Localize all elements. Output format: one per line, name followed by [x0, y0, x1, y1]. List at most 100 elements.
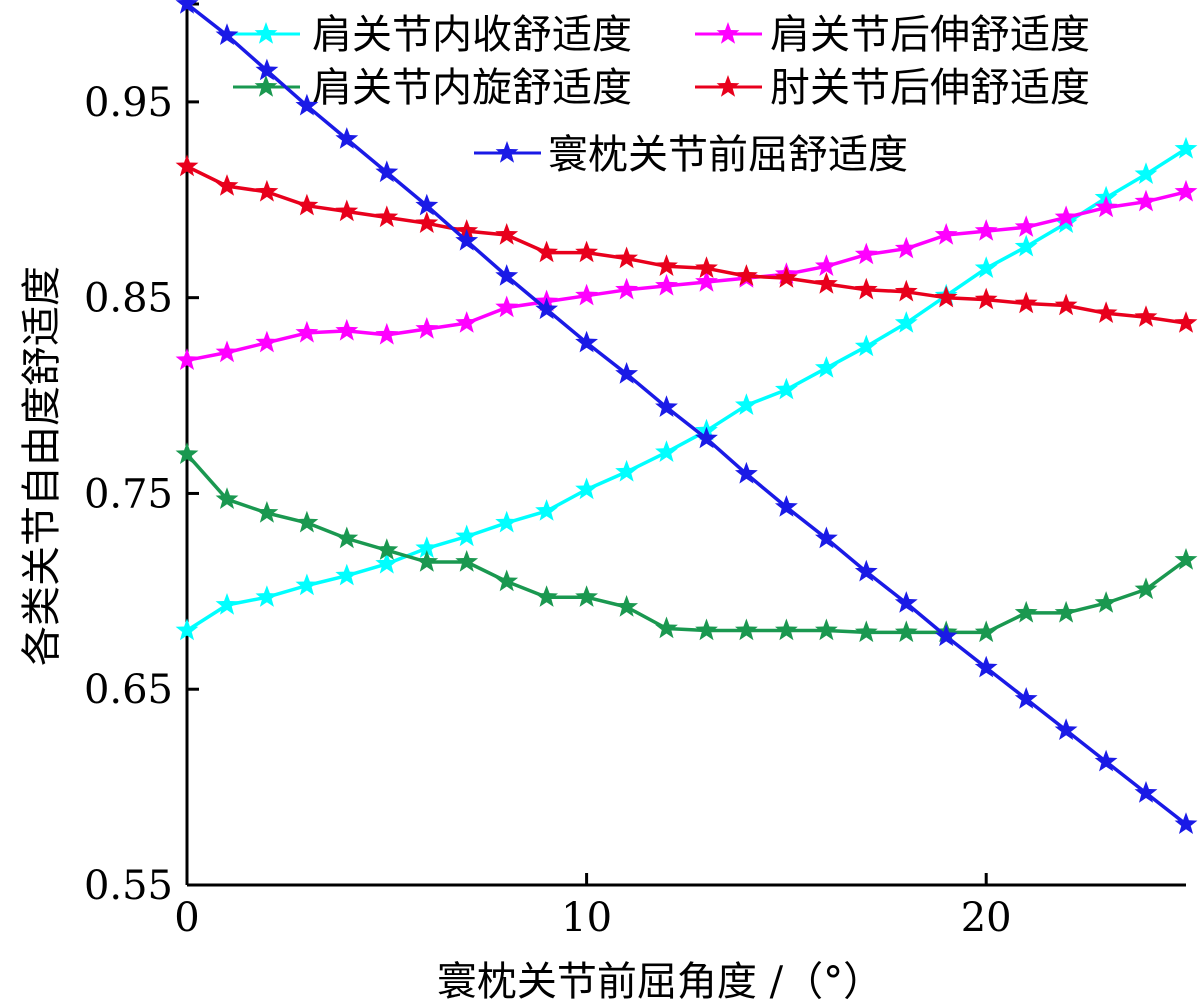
- x-tick-label: 0: [174, 895, 199, 941]
- legend-label-0: 肩关节内收舒适度: [312, 12, 632, 58]
- data-point: [375, 551, 399, 574]
- data-point: [774, 495, 798, 517]
- data-point: [894, 311, 918, 333]
- data-point: [375, 322, 399, 345]
- data-point: [455, 228, 479, 251]
- x-axis-title: 寰枕关节前屈角度 /（°）: [437, 959, 883, 1005]
- data-point: [974, 655, 998, 678]
- legend-label-4: 寰枕关节前屈舒适度: [548, 132, 908, 178]
- data-point: [655, 616, 678, 639]
- data-point: [335, 563, 359, 586]
- data-point: [255, 58, 279, 81]
- data-point: [255, 501, 279, 523]
- data-point: [695, 256, 718, 279]
- x-tick-label: 20: [961, 895, 1012, 941]
- data-point: [974, 219, 998, 241]
- data-point: [1014, 215, 1038, 237]
- data-point: [974, 287, 998, 310]
- data-point: [1134, 305, 1158, 327]
- data-point: [335, 526, 359, 549]
- y-ticks: 0.55 0.65 0.75 0.85 0.95: [84, 80, 199, 909]
- data-point: [535, 240, 559, 263]
- data-point: [415, 193, 439, 216]
- series-line: [185, 453, 1188, 635]
- data-point: [734, 461, 758, 484]
- data-point: [615, 246, 639, 269]
- data-point: [1054, 205, 1078, 228]
- data-point: [655, 440, 678, 463]
- data-point: [415, 536, 439, 559]
- data-point: [774, 377, 798, 400]
- data-point: [1094, 749, 1118, 772]
- y-tick-label: 0.65: [84, 667, 173, 713]
- series-2: [175, 442, 1198, 643]
- data-point: [854, 242, 878, 265]
- data-point: [175, 348, 199, 371]
- data-point: [734, 264, 758, 286]
- data-point: [814, 618, 838, 641]
- data-point: [455, 311, 479, 333]
- data-point: [255, 585, 279, 607]
- data-point: [415, 211, 439, 234]
- data-point: [495, 510, 519, 533]
- data-point: [1134, 577, 1158, 600]
- data-point: [455, 550, 479, 572]
- data-point: [1134, 189, 1158, 212]
- legend-entry-1: 肩关节后伸舒适度: [695, 12, 1090, 58]
- data-point: [215, 23, 239, 46]
- data-point: [175, 442, 199, 465]
- data-point: [894, 591, 918, 613]
- data-point: [375, 205, 399, 228]
- data-point: [215, 487, 239, 510]
- legend-marker: [254, 75, 278, 97]
- data-point: [814, 272, 838, 294]
- data-point: [335, 127, 359, 149]
- data-point: [655, 395, 678, 418]
- legend-marker: [716, 75, 740, 97]
- y-tick-label: 0.95: [84, 80, 173, 126]
- data-point: [974, 256, 998, 279]
- series-4: [175, 0, 1198, 835]
- legend-entry-4: 寰枕关节前屈舒适度: [474, 132, 908, 178]
- data-point: [575, 240, 599, 263]
- data-point: [814, 356, 838, 378]
- data-point: [215, 174, 239, 196]
- legend-marker: [716, 22, 740, 44]
- data-point: [974, 620, 998, 643]
- data-point: [695, 426, 718, 449]
- data-point: [894, 620, 918, 643]
- data-point: [695, 618, 718, 641]
- data-point: [934, 223, 958, 245]
- data-point: [575, 585, 599, 607]
- data-point: [535, 585, 559, 607]
- data-point: [1054, 718, 1078, 741]
- data-point: [1054, 293, 1078, 316]
- data-point: [615, 362, 639, 384]
- data-point: [415, 317, 439, 339]
- series-line: [185, 2, 1188, 826]
- legend-entry-3: 肘关节后伸舒适度: [695, 65, 1090, 111]
- data-point: [175, 618, 199, 641]
- data-point: [814, 254, 838, 277]
- data-point: [814, 526, 838, 549]
- data-point: [854, 620, 878, 643]
- data-point: [615, 459, 639, 482]
- data-point: [1094, 301, 1118, 324]
- data-point: [1054, 600, 1078, 623]
- data-point: [535, 297, 559, 320]
- x-ticks: 0 10 20: [174, 873, 1012, 941]
- x-tick-label: 10: [561, 895, 612, 941]
- data-point: [575, 283, 599, 306]
- data-point: [1014, 600, 1038, 623]
- data-point: [615, 595, 639, 617]
- legend-label-3: 肘关节后伸舒适度: [770, 65, 1090, 111]
- y-axis-title: 各类关节自由度舒适度: [19, 266, 65, 666]
- data-point: [655, 273, 678, 296]
- data-point: [734, 618, 758, 641]
- data-point: [495, 569, 519, 592]
- data-point: [1174, 179, 1198, 202]
- legend-marker: [495, 141, 519, 163]
- y-tick-label: 0.75: [84, 471, 173, 517]
- data-point: [335, 199, 359, 222]
- data-point: [1174, 136, 1198, 159]
